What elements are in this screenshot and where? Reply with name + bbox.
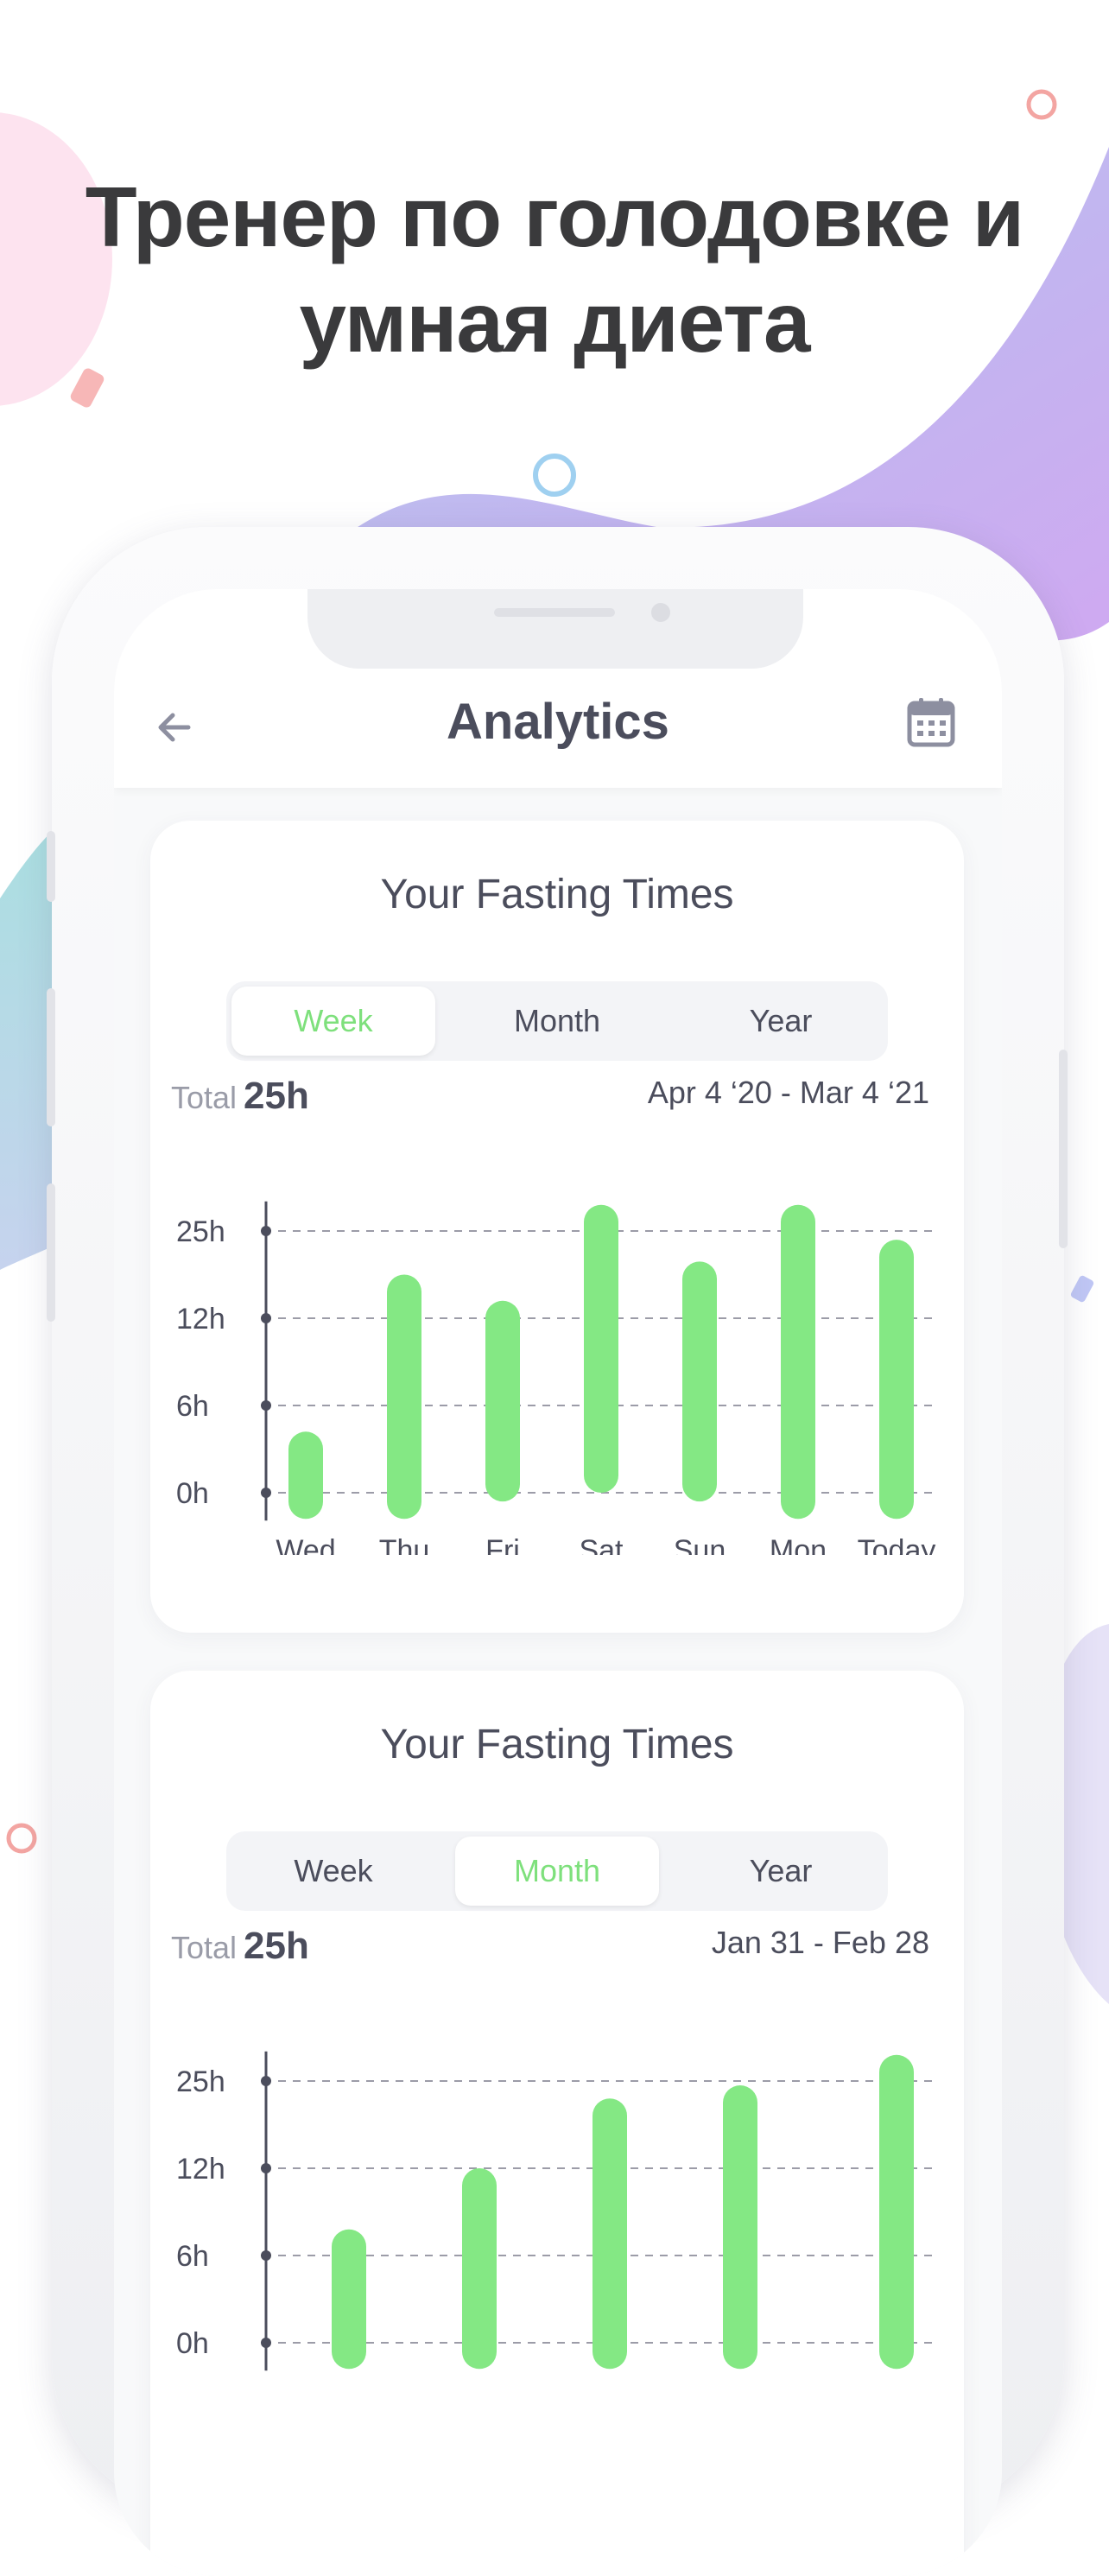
tab-month[interactable]: Month [513,1003,601,1038]
date-range: Jan 31 - Feb 28 [711,1925,929,1960]
tab-year[interactable]: Year [749,1003,813,1038]
total-value: 25h [244,1075,309,1117]
page-title: Analytics [447,694,669,750]
x-tick-label: Sat [579,1534,624,1555]
diamond-decoration [1070,1275,1094,1303]
tab-month[interactable]: Month [455,1837,659,1906]
card-title: Your Fasting Times [380,1722,734,1767]
y-tick-label: 12h [176,1303,225,1336]
fasting-times-card: Your Fasting Times Week Month Year Total… [150,821,964,1633]
total-label: Total [171,1080,238,1115]
fasting-bar-chart: 0h 6h 12h 25h Wed Thu Fri Sat Sun Mon Today [176,1201,938,1555]
total-summary: Total 25h [171,1075,309,1118]
calendar-icon[interactable] [905,695,957,750]
chart-bar [288,1431,323,1520]
x-tick-label: Today [858,1534,936,1555]
x-tick-label: Wed [276,1534,335,1555]
front-camera [651,603,670,622]
fasting-times-card: Your Fasting Times Week Month Year Total… [150,1671,964,2576]
phone-side-button [47,988,55,1126]
chart-bar [332,2229,366,2370]
y-tick-label: 6h [176,2240,209,2273]
phone-frame: Analytics Your Fasting Times Week Month … [47,527,1068,2576]
y-tick-label: 0h [176,1477,209,1510]
pink-blob [0,112,112,406]
tab-week[interactable]: Week [231,987,435,1056]
phone-screen: Analytics Your Fasting Times Week Month … [114,589,1002,2576]
y-tick-label: 25h [176,1215,225,1248]
ring-decoration [533,454,576,497]
chart-bar [593,2098,627,2370]
date-range: Apr 4 ‘20 - Mar 4 ‘21 [647,1075,929,1110]
chart-bar [879,2054,914,2370]
period-segmented-control: Week Month Year [226,981,888,1061]
chart-bar [781,1204,815,1520]
x-tick-label: Sun [674,1534,726,1555]
tab-week[interactable]: Week [294,1853,373,1888]
page-headline: Тренер по голодовке и умная диета [0,164,1109,375]
phone-side-button [47,831,55,902]
chart-bar [584,1204,618,1493]
chart-bar [387,1274,421,1520]
fasting-bar-chart: 0h 6h 12h 25h [176,2051,938,2371]
ring-decoration [6,1823,37,1854]
phone-side-button [47,1183,55,1322]
y-tick-label: 0h [176,2327,209,2360]
headline-line-1: Тренер по голодовке и [85,169,1024,264]
x-tick-label: Mon [770,1534,827,1555]
chart-bar [485,1300,520,1502]
speaker-grille [494,608,615,617]
diamond-decoration [70,368,105,408]
tab-year[interactable]: Year [749,1853,813,1888]
phone-notch [307,589,803,669]
arrow-left-icon[interactable] [150,701,202,753]
purple-blob [345,147,1109,641]
app-bar: Analytics [114,589,1002,788]
card-title: Your Fasting Times [380,872,734,917]
chart-bar [462,2168,497,2370]
total-value: 25h [244,1925,309,1967]
y-tick-label: 12h [176,2153,225,2186]
headline-line-2: умная диета [299,275,811,370]
chart-bar [879,1240,914,1520]
period-segmented-control: Week Month Year [226,1831,888,1911]
phone-side-button [1059,1050,1068,1248]
x-tick-label: Thu [379,1534,430,1555]
y-tick-label: 25h [176,2065,225,2098]
x-tick-label: Fri [485,1534,520,1555]
chart-bar [723,2085,757,2370]
chart-bar [682,1261,717,1502]
ring-decoration [1026,89,1057,120]
y-tick-label: 6h [176,1390,209,1423]
total-summary: Total 25h [171,1925,309,1968]
total-label: Total [171,1930,238,1965]
